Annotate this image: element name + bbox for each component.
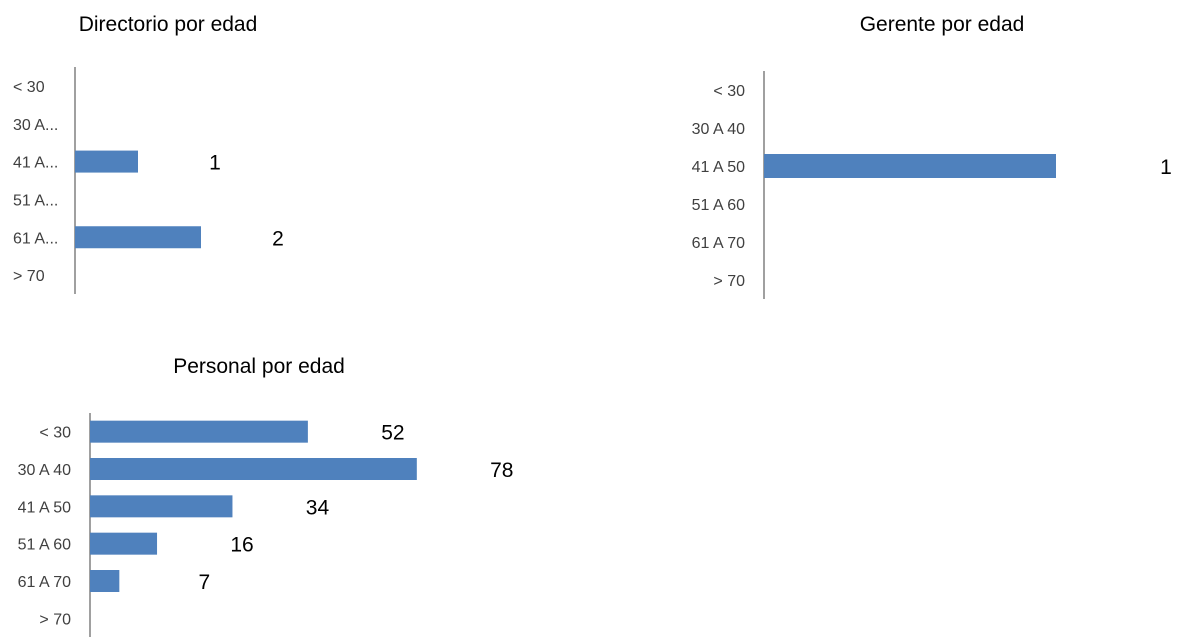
category-tick-label: < 30: [13, 79, 45, 96]
category-tick-label: 51 A 60: [18, 537, 71, 554]
bar: [90, 570, 120, 592]
data-label: 2: [272, 227, 284, 250]
chart-directorio: Directorio por edad < 30 30 A... 41 A... 1 5…: [13, 13, 284, 294]
category-tick-label: > 70: [713, 273, 745, 290]
category-tick-label: 51 A...: [13, 192, 58, 209]
chart-title: Gerente por edad: [860, 13, 1025, 36]
category-tick-label: 41 A 50: [692, 159, 745, 176]
category-tick-label: 41 A...: [13, 155, 58, 172]
category-tick-label: 41 A 50: [18, 499, 71, 516]
bar: [764, 154, 1056, 178]
data-label: 7: [198, 571, 210, 594]
bar: [90, 495, 233, 518]
bar: [90, 420, 308, 443]
category-tick-label: > 70: [39, 611, 71, 628]
data-label: 16: [230, 534, 253, 557]
data-label: 1: [209, 152, 221, 175]
data-label: 52: [381, 422, 404, 445]
bar: [90, 458, 417, 480]
category-tick-label: 30 A 40: [692, 121, 745, 138]
category-tick-label: 61 A 70: [692, 235, 745, 252]
category-tick-label: < 30: [713, 83, 745, 100]
category-tick-label: 30 A...: [13, 117, 58, 134]
category-tick-label: > 70: [13, 268, 45, 285]
chart-gerente: Gerente por edad < 30 30 A 40 41 A 50 1 51 A…: [692, 13, 1172, 299]
category-tick-label: 30 A 40: [18, 462, 71, 479]
category-tick-label: 61 A 70: [18, 574, 71, 591]
data-label: 34: [306, 496, 330, 519]
bar: [75, 150, 138, 173]
bar: [75, 226, 201, 249]
category-tick-label: 51 A 60: [692, 197, 745, 214]
chart-title: Directorio por edad: [79, 13, 258, 36]
data-label: 78: [490, 459, 513, 482]
category-tick-label: < 30: [39, 425, 71, 442]
data-label: 1: [1160, 156, 1172, 179]
category-tick-label: 61 A...: [13, 230, 58, 247]
bar: [90, 532, 158, 555]
chart-title: Personal por edad: [173, 355, 345, 378]
chart-personal: Personal por edad < 30 52 30 A 40 78 41 A 50…: [18, 355, 513, 637]
